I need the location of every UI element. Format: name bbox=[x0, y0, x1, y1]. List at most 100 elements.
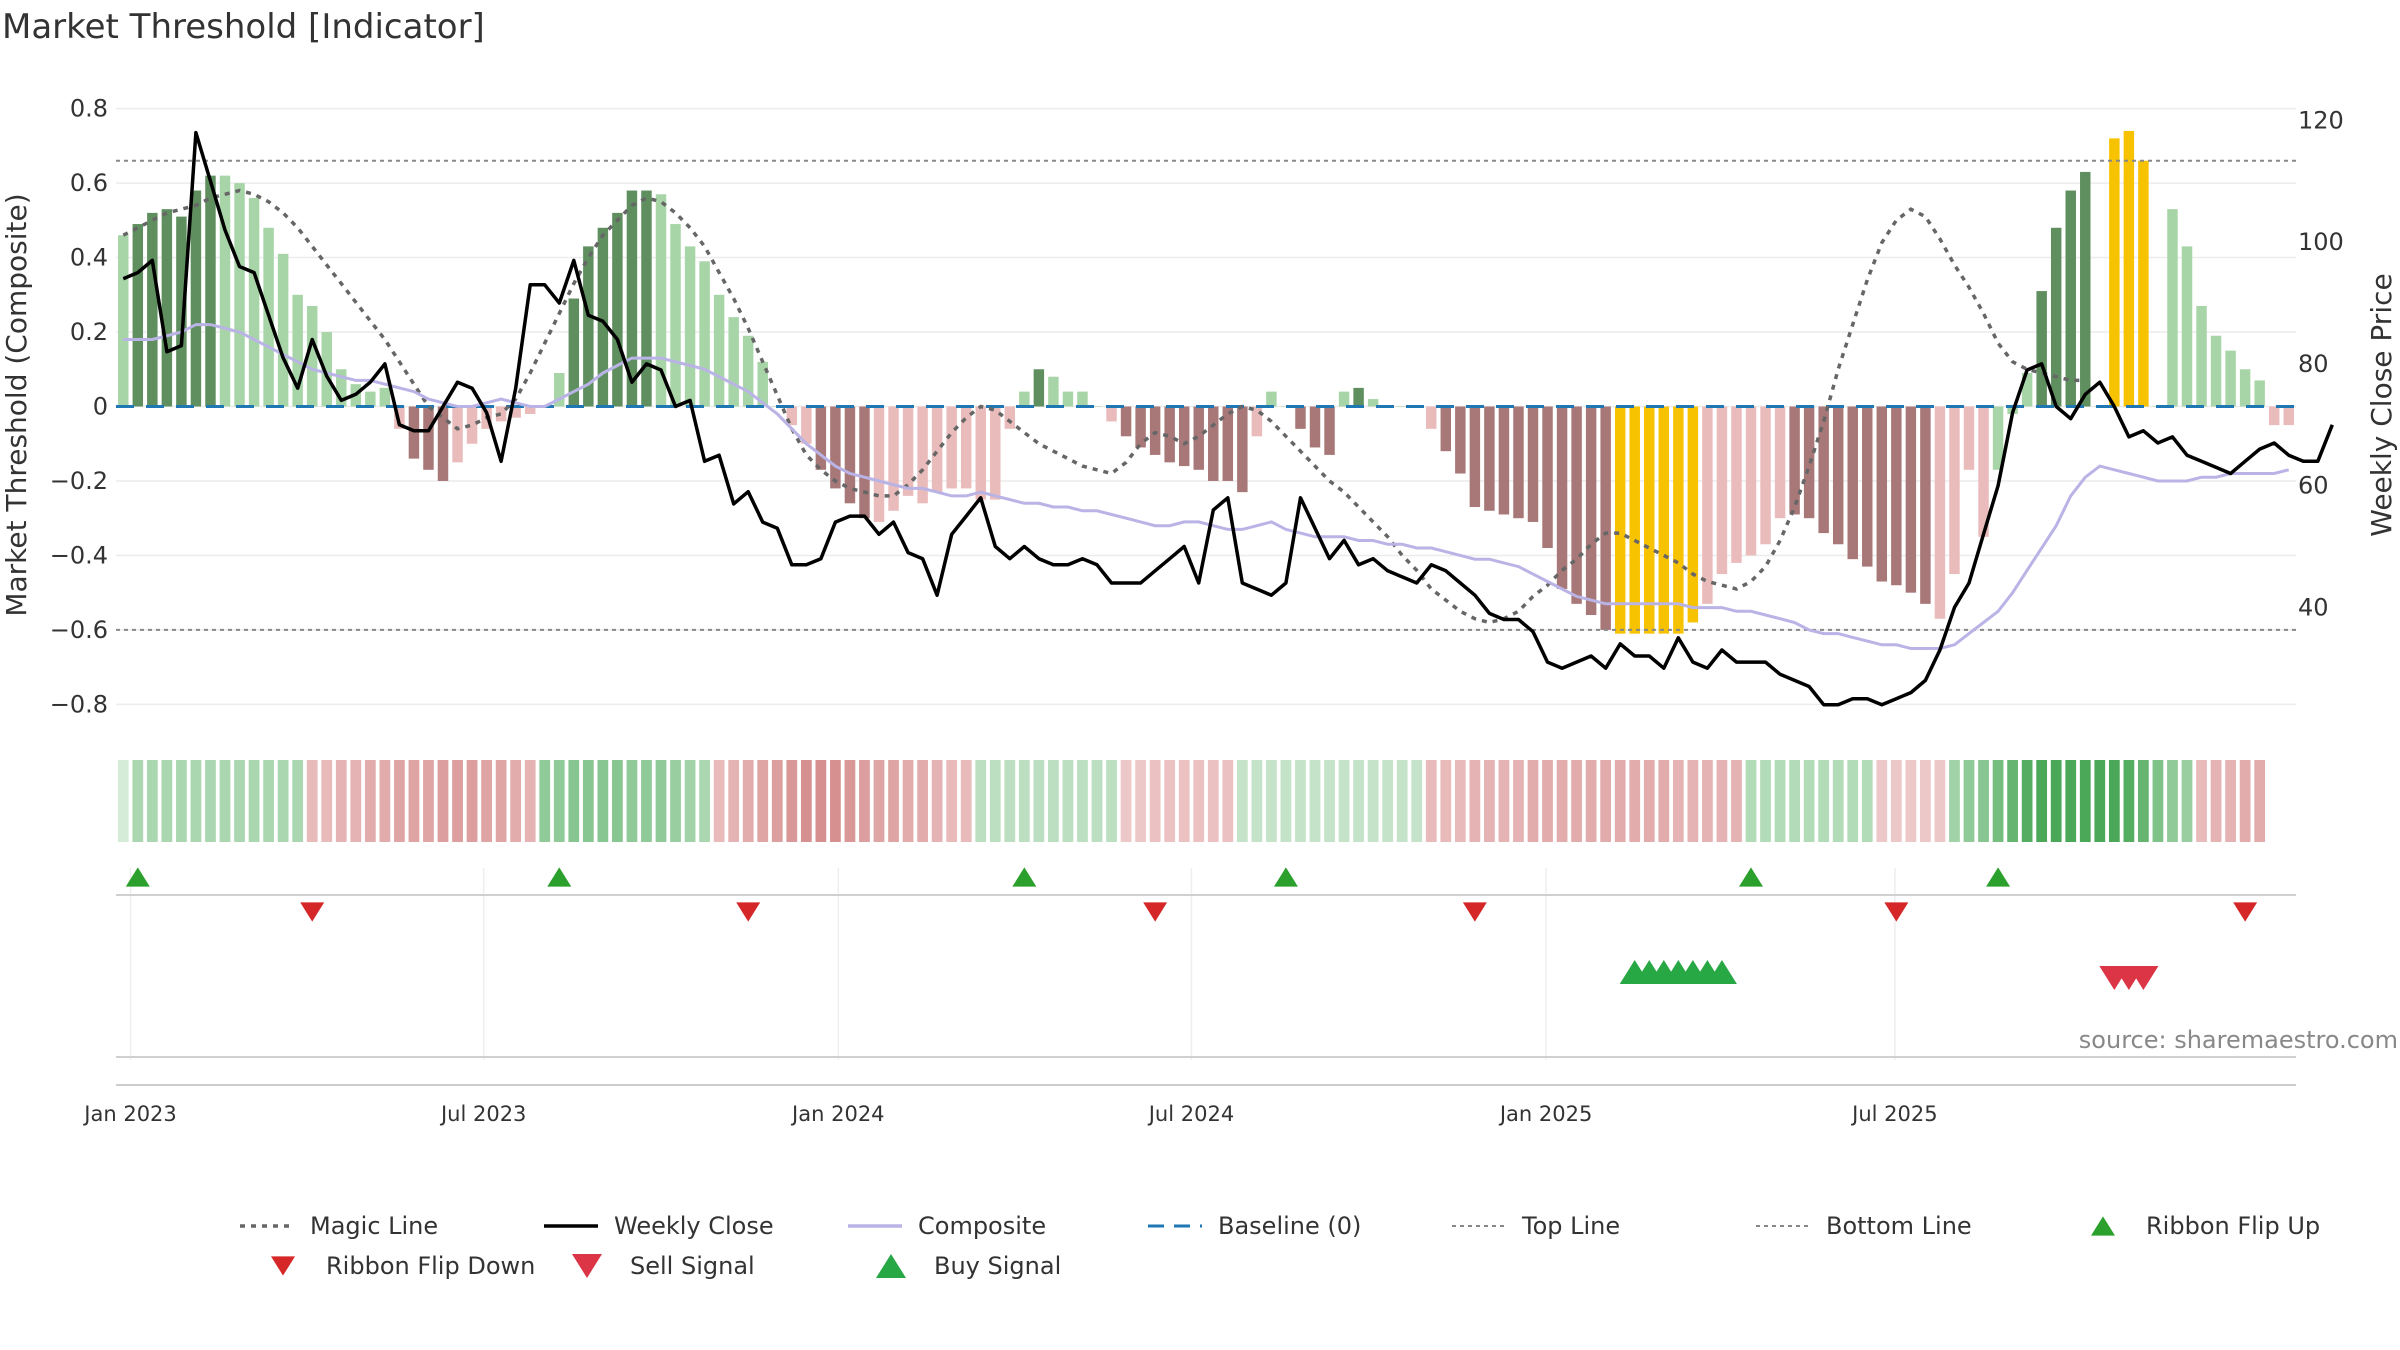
ribbon-cell bbox=[117, 760, 129, 842]
ribbon-cell bbox=[2079, 760, 2091, 842]
composite-bar bbox=[931, 406, 943, 493]
ribbon-cell bbox=[2210, 760, 2222, 842]
legend-swatch bbox=[876, 1254, 906, 1278]
composite-bar bbox=[423, 406, 434, 470]
ribbon-cell bbox=[394, 760, 405, 842]
ribbon-cell bbox=[1745, 760, 1757, 842]
composite-bar bbox=[2181, 246, 2193, 407]
x-tick-label: Jan 2023 bbox=[82, 1102, 177, 1126]
ribbon-cell bbox=[1309, 760, 1321, 842]
ribbon-cell bbox=[2138, 760, 2149, 842]
composite-bar bbox=[2065, 190, 2076, 407]
chart-title: Market Threshold [Indicator] bbox=[2, 7, 485, 47]
ribbon-cell bbox=[1048, 760, 1059, 842]
composite-bar bbox=[205, 175, 216, 407]
ribbon-cell bbox=[655, 760, 667, 842]
composite-bar bbox=[1992, 406, 2004, 470]
composite-bar bbox=[1527, 406, 1539, 522]
ribbon-cell bbox=[1440, 760, 1452, 842]
axes: 0.8 0.6 0.4 0.2 0 −0.2 −0.4 −0.6 −0.8 120 100 80 60 4… bbox=[50, 95, 2344, 1126]
legend-item: Baseline (0) bbox=[1148, 1212, 1361, 1240]
ribbon-cell bbox=[364, 760, 376, 842]
ribbon-cell bbox=[1876, 760, 1888, 842]
ribbon-cell bbox=[931, 760, 943, 842]
composite-bar bbox=[292, 294, 303, 407]
ribbon-cell bbox=[2108, 760, 2120, 842]
composite-bar bbox=[1876, 406, 1888, 582]
ribbon-cell bbox=[205, 760, 216, 842]
ribbon-cell bbox=[888, 760, 899, 842]
ribbon-cell bbox=[946, 760, 958, 842]
x-tick-label: Jul 2023 bbox=[439, 1102, 526, 1126]
legend-label: Ribbon Flip Up bbox=[2146, 1212, 2320, 1240]
ribbon-cell bbox=[1411, 760, 1423, 842]
composite-bar bbox=[437, 406, 449, 481]
y-tick-label: −0.8 bbox=[50, 690, 108, 718]
composite-line bbox=[123, 323, 2290, 650]
ribbon-cell bbox=[1556, 760, 1568, 842]
ribbon-cell bbox=[1295, 760, 1306, 842]
ribbon-cell bbox=[1920, 760, 1931, 842]
ribbon-flip-down-marker bbox=[1884, 902, 1909, 922]
ribbon-flip-down-marker bbox=[1462, 902, 1487, 922]
ribbon-cell bbox=[1629, 760, 1641, 842]
ribbon-cell bbox=[1266, 760, 1277, 842]
y2-axis-label: Weekly Close Price bbox=[2365, 273, 2398, 536]
legend-swatch bbox=[271, 1256, 295, 1276]
composite-bar bbox=[2123, 130, 2135, 407]
composite-bar bbox=[1600, 406, 1611, 630]
ribbon-cell bbox=[1542, 760, 1553, 842]
legend-label: Top Line bbox=[1521, 1212, 1620, 1240]
composite-bar bbox=[612, 212, 623, 407]
signals bbox=[116, 867, 2296, 1058]
ribbon-cell bbox=[568, 760, 580, 842]
composite-bar bbox=[1658, 406, 1670, 634]
ribbon-cell bbox=[1614, 760, 1626, 842]
ribbon-cell bbox=[219, 760, 231, 842]
ribbon-cell bbox=[786, 760, 798, 842]
composite-bar bbox=[147, 212, 158, 407]
composite-bar bbox=[2239, 369, 2251, 407]
ribbon-cell bbox=[873, 760, 885, 842]
y-tick-label: 0.6 bbox=[70, 169, 108, 197]
composite-bar bbox=[1396, 406, 1408, 407]
ribbon-cell bbox=[1934, 760, 1946, 842]
composite-bar bbox=[699, 261, 710, 407]
ribbon-cell bbox=[742, 760, 754, 842]
ribbon-cell bbox=[1004, 760, 1016, 842]
ribbon-cell bbox=[539, 760, 551, 842]
composite-bar bbox=[336, 369, 347, 407]
ribbon-cell bbox=[1120, 760, 1132, 842]
composite-bar bbox=[1891, 406, 1902, 586]
ribbon-cell bbox=[1324, 760, 1335, 842]
legend-item: Ribbon Flip Up bbox=[2091, 1212, 2320, 1240]
ribbon-cell bbox=[1367, 760, 1379, 842]
composite-bar bbox=[757, 361, 768, 407]
composite-bar bbox=[1164, 406, 1175, 463]
ribbon-flip-down-marker bbox=[736, 902, 761, 922]
composite-bar bbox=[1048, 376, 1059, 407]
composite-bar bbox=[1934, 406, 1946, 619]
legend-item: Ribbon Flip Down bbox=[271, 1252, 535, 1280]
y2-tick-label: 60 bbox=[2298, 472, 2329, 500]
ribbon-cell bbox=[466, 760, 478, 842]
composite-bar bbox=[1760, 406, 1771, 545]
composite-bar bbox=[1251, 406, 1263, 437]
composite-bars bbox=[118, 130, 2294, 634]
composite-bar bbox=[1208, 406, 1219, 481]
legend-item: Bottom Line bbox=[1756, 1212, 1972, 1240]
composite-bar bbox=[1571, 406, 1582, 604]
composite-bar bbox=[859, 406, 870, 519]
ribbon-cell bbox=[713, 760, 725, 842]
ribbon-cell bbox=[452, 760, 463, 842]
composite-bar bbox=[1614, 406, 1626, 634]
composite-bar bbox=[1963, 406, 1975, 470]
ribbon-cell bbox=[481, 760, 492, 842]
composite-bar bbox=[2283, 406, 2294, 426]
ribbon-cell bbox=[510, 760, 522, 842]
composite-bar bbox=[1455, 406, 1466, 474]
composite-bar bbox=[408, 406, 420, 459]
ribbon-cell bbox=[1484, 760, 1495, 842]
composite-bar bbox=[960, 406, 972, 489]
